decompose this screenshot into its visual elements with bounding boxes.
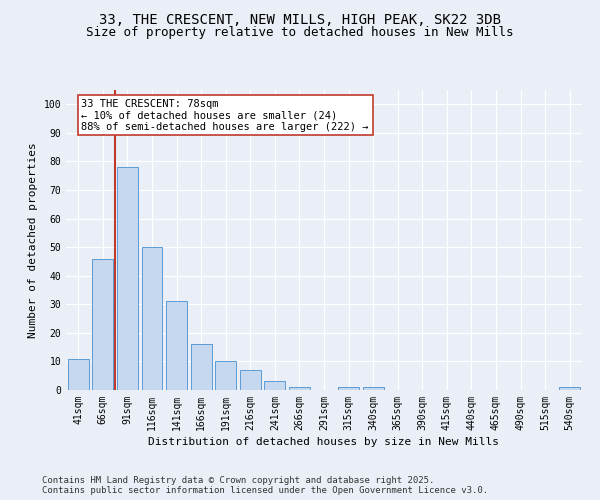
Bar <box>559 387 580 390</box>
Text: 33, THE CRESCENT, NEW MILLS, HIGH PEAK, SK22 3DB: 33, THE CRESCENT, NEW MILLS, HIGH PEAK, … <box>99 12 501 26</box>
Bar <box>215 362 236 390</box>
Bar <box>362 387 383 390</box>
Bar <box>240 370 261 390</box>
Y-axis label: Number of detached properties: Number of detached properties <box>28 142 38 338</box>
Bar <box>338 387 359 390</box>
Bar <box>92 258 113 390</box>
Bar <box>117 167 138 390</box>
Bar <box>142 247 163 390</box>
Bar <box>68 358 89 390</box>
Bar <box>166 302 187 390</box>
Text: Size of property relative to detached houses in New Mills: Size of property relative to detached ho… <box>86 26 514 39</box>
Text: Contains HM Land Registry data © Crown copyright and database right 2025.
Contai: Contains HM Land Registry data © Crown c… <box>42 476 488 495</box>
Text: 33 THE CRESCENT: 78sqm
← 10% of detached houses are smaller (24)
88% of semi-det: 33 THE CRESCENT: 78sqm ← 10% of detached… <box>82 98 369 132</box>
Bar <box>289 387 310 390</box>
X-axis label: Distribution of detached houses by size in New Mills: Distribution of detached houses by size … <box>149 437 499 447</box>
Bar <box>265 382 286 390</box>
Bar <box>191 344 212 390</box>
